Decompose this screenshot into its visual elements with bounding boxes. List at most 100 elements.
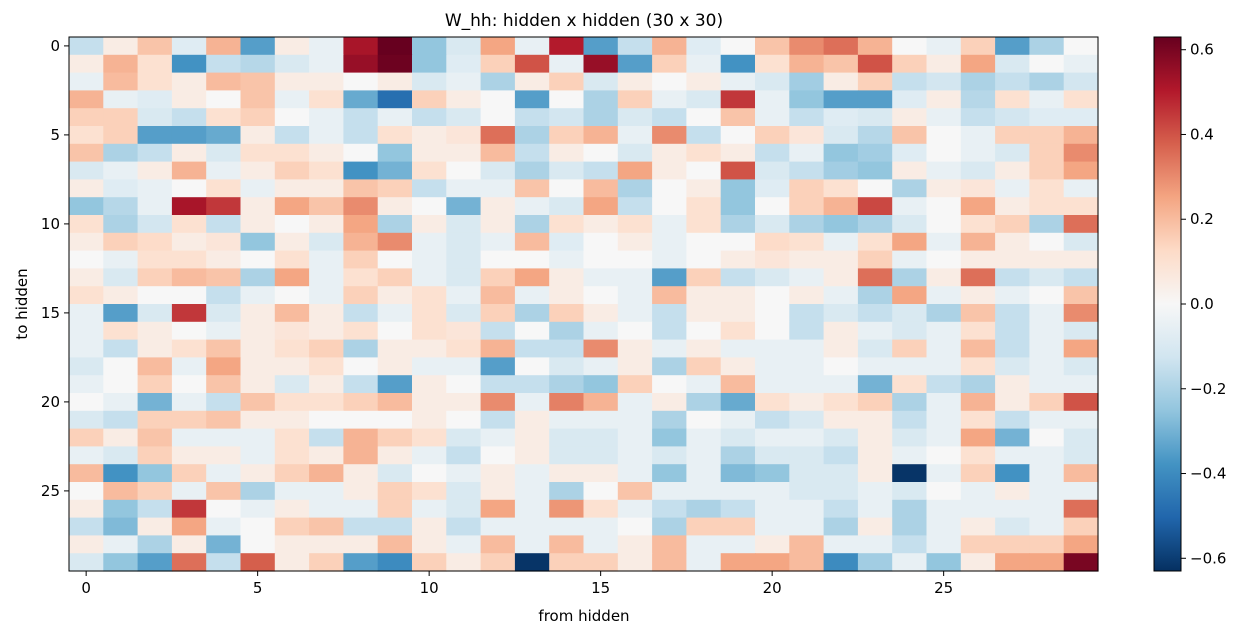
heatmap-cell: [652, 428, 687, 447]
heatmap-cell: [755, 304, 790, 323]
heatmap-cell: [69, 215, 104, 234]
heatmap-cell: [617, 499, 653, 519]
heatmap-cell: [514, 357, 550, 376]
colorbar-tick-label: −0.4: [1190, 465, 1226, 483]
heatmap-cell: [995, 339, 1030, 358]
heatmap-cell: [995, 72, 1030, 91]
heatmap-cell: [343, 197, 379, 216]
heatmap-cell: [755, 268, 790, 287]
heatmap-cell: [514, 126, 550, 145]
heatmap-cell: [857, 482, 893, 501]
heatmap-cell: [960, 410, 996, 430]
heatmap-cell: [995, 410, 1030, 430]
heatmap-cell: [755, 393, 790, 412]
heatmap-cell: [995, 179, 1030, 198]
heatmap-cell: [892, 179, 928, 198]
heatmap-cell: [446, 357, 482, 376]
heatmap-cell: [789, 375, 825, 394]
heatmap-cell: [343, 268, 379, 287]
heatmap-cell: [583, 268, 619, 287]
heatmap-cell: [1063, 197, 1099, 216]
heatmap-cell: [583, 517, 619, 536]
heatmap-cell: [309, 90, 344, 109]
heatmap-cell: [309, 197, 344, 216]
heatmap-cell: [720, 321, 756, 341]
heatmap-cell: [69, 143, 104, 163]
heatmap-cell: [960, 553, 996, 572]
x-tick-label: 15: [591, 579, 610, 597]
heatmap-cell: [274, 143, 310, 163]
heatmap-cell: [69, 357, 104, 376]
heatmap-cell: [514, 268, 550, 287]
heatmap-cell: [549, 268, 585, 287]
heatmap-cell: [274, 482, 310, 501]
heatmap-cell: [103, 250, 139, 269]
heatmap-cell: [686, 375, 722, 394]
heatmap-cell: [377, 321, 413, 341]
heatmap-cell: [480, 375, 516, 394]
heatmap-cell: [549, 482, 585, 501]
heatmap-cell: [240, 179, 276, 198]
heatmap-cell: [995, 357, 1030, 376]
heatmap-cell: [823, 410, 859, 430]
heatmap-cell: [823, 482, 859, 501]
heatmap-cell: [480, 286, 516, 305]
heatmap-cell: [652, 410, 687, 430]
heatmap-cell: [549, 250, 585, 269]
heatmap-cell: [240, 161, 276, 180]
heatmap-cell: [926, 446, 962, 465]
heatmap-cell: [823, 72, 859, 91]
heatmap-cell: [686, 90, 722, 109]
heatmap-cell: [69, 37, 104, 56]
colorbar-tick-label: 0.6: [1190, 41, 1214, 59]
heatmap-cell: [343, 482, 379, 501]
heatmap-cell: [720, 197, 756, 216]
heatmap-cell: [240, 499, 276, 519]
heatmap-cell: [343, 126, 379, 145]
heatmap-cell: [755, 250, 790, 269]
heatmap-cell: [377, 250, 413, 269]
heatmap-cell: [1029, 482, 1065, 501]
heatmap-cell: [549, 339, 585, 358]
heatmap-cell: [617, 37, 653, 56]
heatmap-cell: [617, 126, 653, 145]
colorbar-tick-label: 0.4: [1190, 125, 1214, 143]
heatmap-cell: [137, 339, 173, 358]
heatmap-cell: [549, 232, 585, 252]
heatmap-cell: [137, 304, 173, 323]
heatmap-cell: [274, 286, 310, 305]
heatmap-cell: [309, 286, 344, 305]
heatmap-cell: [171, 72, 207, 91]
heatmap-cell: [549, 464, 585, 483]
heatmap-cell: [377, 499, 413, 519]
colorbar-gradient: [1153, 36, 1182, 572]
heatmap-cell: [103, 304, 139, 323]
heatmap-cell: [480, 304, 516, 323]
heatmap-cell: [446, 90, 482, 109]
heatmap-cell: [240, 215, 276, 234]
heatmap-cell: [652, 375, 687, 394]
heatmap-cell: [274, 268, 310, 287]
heatmap-cell: [69, 517, 104, 536]
heatmap-cell: [755, 357, 790, 376]
heatmap-cell: [755, 535, 790, 554]
heatmap-cell: [549, 161, 585, 180]
heatmap-cell: [206, 464, 242, 483]
heatmap-cell: [652, 54, 687, 74]
heatmap-cell: [960, 143, 996, 163]
heatmap-cell: [377, 268, 413, 287]
heatmap-cell: [720, 304, 756, 323]
heatmap-cell: [377, 37, 413, 56]
heatmap-cell: [69, 446, 104, 465]
heatmap-cell: [206, 321, 242, 341]
heatmap-cell: [377, 126, 413, 145]
heatmap-cell: [789, 499, 825, 519]
heatmap-cell: [720, 37, 756, 56]
heatmap-cell: [377, 161, 413, 180]
heatmap-cell: [412, 161, 447, 180]
heatmap-cell: [137, 321, 173, 341]
heatmap-cell: [549, 108, 585, 127]
heatmap-cell: [480, 446, 516, 465]
heatmap-cell: [343, 108, 379, 127]
heatmap-cell: [343, 179, 379, 198]
